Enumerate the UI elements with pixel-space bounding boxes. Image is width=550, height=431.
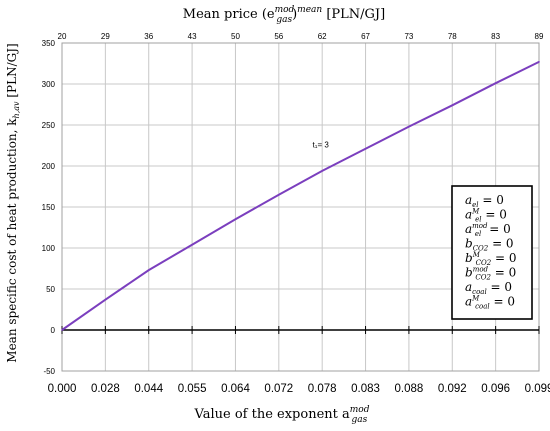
- top-tick-label: 62: [318, 32, 327, 41]
- parameter-line: amod el = 0: [465, 222, 511, 238]
- x-tick-label: 0.092: [438, 383, 467, 395]
- x-tick-label: 0.000: [48, 383, 77, 395]
- data-point: [408, 125, 410, 128]
- x-tick-label: 0.055: [178, 383, 207, 395]
- y-tick-label: 300: [42, 80, 56, 89]
- top-tick-labels: 20 29 36 43 50 56 62 67 73 78 83 89: [58, 32, 544, 41]
- x-axis-title: Value of the exponent amod gas: [194, 405, 370, 425]
- top-tick-label: 73: [404, 32, 413, 41]
- y-tick-label: 100: [42, 244, 56, 253]
- y-tick-label: 200: [42, 162, 56, 171]
- top-tick-label: 83: [491, 32, 500, 41]
- y-tick-label: 0: [51, 326, 56, 335]
- plot-frame: [61, 42, 540, 372]
- x-tick-label: 0.083: [351, 383, 380, 395]
- parameter-line: ael = 0: [465, 193, 504, 209]
- x-tick-label: 0.088: [395, 383, 424, 395]
- y-tick-labels: -50 0 50 100 150 200 250 300 350: [42, 39, 56, 376]
- x-tick-label: 0.044: [134, 383, 163, 395]
- x-tick-label: 0.099: [525, 383, 550, 395]
- top-tick-label: 20: [58, 32, 67, 41]
- y-tick-label: -50: [43, 367, 55, 376]
- parameter-line: bM CO2 = 0: [465, 251, 517, 267]
- top-tick-label: 43: [188, 32, 197, 41]
- data-point: [234, 218, 237, 221]
- series-layer: [61, 60, 540, 331]
- data-point: [191, 243, 193, 246]
- x-tick-label: 0.072: [264, 383, 293, 395]
- y-tick-label: 50: [46, 285, 55, 294]
- parameter-line: aM el = 0: [465, 208, 507, 224]
- data-point: [538, 61, 540, 63]
- parameter-box-frame: [451, 185, 533, 320]
- data-point: [104, 298, 107, 301]
- top-axis-title: Mean price (emod gas)mean [PLN/GJ]: [183, 5, 385, 25]
- x-tick-label: 0.096: [481, 383, 510, 395]
- top-tick-label: 56: [274, 32, 283, 41]
- parameter-line: acoal = 0: [465, 280, 512, 296]
- data-point: [494, 82, 497, 84]
- top-tick-label: 78: [448, 32, 457, 41]
- parameter-line: bmod CO2 = 0: [465, 266, 516, 282]
- top-tick-label: 67: [361, 32, 370, 41]
- data-point: [61, 329, 63, 331]
- y-tick-label: 250: [42, 121, 56, 130]
- data-point: [278, 193, 280, 196]
- y-tick-label: 350: [42, 39, 56, 48]
- data-point: [364, 147, 367, 150]
- parameter-line: aM coal = 0: [465, 295, 515, 311]
- x-tick-label: 0.064: [221, 383, 250, 395]
- data-point: [147, 269, 150, 271]
- x-tick-labels: 0.000 0.028 0.044 0.055 0.064 0.072 0.078 0.083…: [48, 383, 550, 395]
- x-tick-label: 0.028: [91, 383, 120, 395]
- top-tick-label: 36: [144, 32, 153, 41]
- top-tick-label: 50: [231, 32, 240, 41]
- parameter-line: bCO2 = 0: [465, 237, 514, 253]
- series-line: [61, 60, 540, 331]
- x-tick-label: 0.078: [308, 383, 337, 395]
- y-tick-label: 150: [42, 203, 56, 212]
- top-tick-label: 89: [535, 32, 544, 41]
- y-axis-title: Mean specific cost of heat production, k…: [5, 43, 21, 362]
- data-point: [321, 170, 323, 172]
- top-tick-label: 29: [101, 32, 110, 41]
- data-point: [451, 104, 454, 107]
- annotation-label: t₁= 3: [313, 141, 330, 150]
